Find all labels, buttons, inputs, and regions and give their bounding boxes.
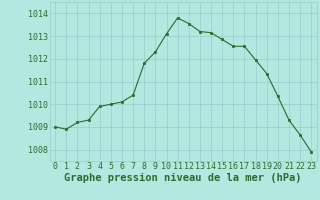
X-axis label: Graphe pression niveau de la mer (hPa): Graphe pression niveau de la mer (hPa)	[64, 173, 302, 183]
